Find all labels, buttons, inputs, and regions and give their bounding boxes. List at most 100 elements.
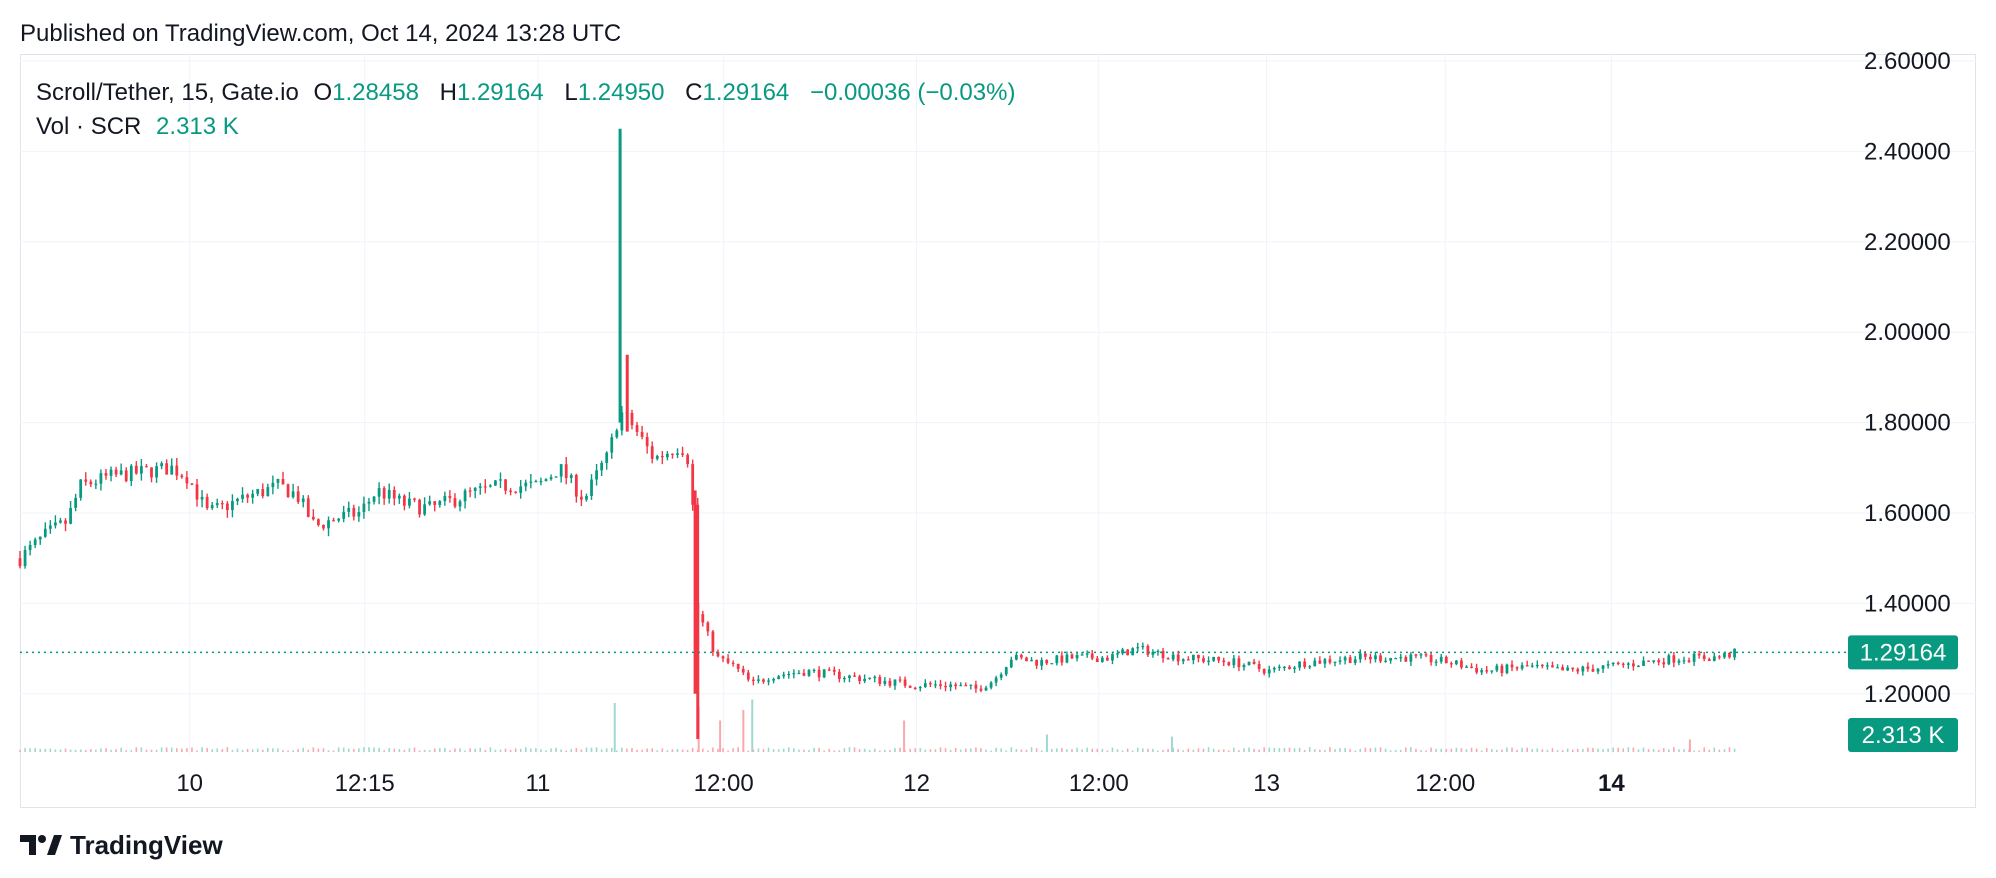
candle-body xyxy=(114,469,118,475)
volume-bar xyxy=(565,750,568,752)
candle-body xyxy=(949,684,953,688)
volume-bar xyxy=(277,748,279,752)
volume-bar xyxy=(1652,749,1655,752)
candle-body xyxy=(726,658,730,663)
volume-bar xyxy=(95,749,97,752)
candle-body xyxy=(969,684,973,686)
candle-body xyxy=(1672,655,1676,663)
candle-body xyxy=(276,478,280,483)
volume-bar xyxy=(803,749,805,752)
volume-bar xyxy=(1187,748,1190,752)
candle-body xyxy=(691,464,695,505)
volume-bar xyxy=(1379,747,1382,752)
candle-body xyxy=(848,675,851,679)
volume-bar xyxy=(524,747,527,752)
volume-bar xyxy=(1678,749,1680,752)
volume-bar xyxy=(767,747,770,752)
volume-bar xyxy=(707,750,709,752)
volume-bar xyxy=(793,748,795,752)
volume-bar xyxy=(838,750,841,752)
volume-bar xyxy=(666,750,669,752)
volume-bar xyxy=(1597,748,1599,752)
volume-bar xyxy=(363,747,365,752)
candle-body xyxy=(1075,655,1079,659)
high-label: H xyxy=(439,79,457,106)
volume-bar xyxy=(722,748,724,752)
volume-spike xyxy=(1045,734,1048,752)
volume-bar xyxy=(691,747,694,752)
volume-bar xyxy=(990,750,992,752)
candle-body xyxy=(1697,653,1701,656)
volume-bar xyxy=(1263,747,1265,752)
candle-body xyxy=(377,488,381,497)
volume-bar xyxy=(605,748,608,752)
volume-bar xyxy=(1091,748,1094,752)
volume-bar xyxy=(823,750,825,752)
volume-value: 2.313 K xyxy=(156,113,239,140)
candle-body xyxy=(913,687,917,690)
volume-bar xyxy=(661,748,664,752)
volume-bar xyxy=(1061,748,1063,752)
candle-body xyxy=(1616,662,1620,664)
x-tick-label: 13 xyxy=(1253,770,1280,797)
candle-body xyxy=(585,495,588,500)
candle-body xyxy=(721,656,725,659)
candle-body xyxy=(1070,654,1074,659)
candle-body xyxy=(1227,662,1231,666)
volume-bar xyxy=(545,750,547,752)
volume-bar xyxy=(681,749,684,752)
volume-bar xyxy=(1157,750,1159,752)
volume-bar xyxy=(1521,747,1523,752)
candle-body xyxy=(483,486,487,488)
candle-body xyxy=(999,674,1003,678)
volume-bar xyxy=(469,748,471,752)
volume-layer xyxy=(19,699,1736,752)
symbol-label[interactable]: Scroll/Tether, 15, Gate.io xyxy=(36,79,299,106)
candle-body xyxy=(362,503,366,513)
candle-body xyxy=(1687,660,1691,662)
volume-bar xyxy=(975,747,977,752)
candle-body xyxy=(352,507,356,517)
published-caption: Published on TradingView.com, Oct 14, 20… xyxy=(20,20,622,47)
volume-bar xyxy=(499,749,502,752)
volume-bar xyxy=(904,750,906,752)
volume-label[interactable]: Vol · SCR xyxy=(36,113,142,140)
candle-body xyxy=(1202,658,1205,662)
volume-bar xyxy=(1329,747,1331,752)
candle-body xyxy=(1095,658,1099,663)
candle-body xyxy=(1090,653,1094,659)
candle-body xyxy=(1197,654,1200,659)
chart-frame[interactable] xyxy=(20,54,1976,808)
volume-bar xyxy=(484,749,487,752)
volume-bar xyxy=(64,748,67,752)
volume-bar xyxy=(1025,749,1028,752)
candle-body xyxy=(1121,649,1124,654)
candle-body xyxy=(888,680,892,686)
candle-body xyxy=(215,503,219,506)
candle-body xyxy=(676,453,679,455)
candle-body xyxy=(524,482,528,487)
candle-body xyxy=(559,464,563,477)
tradingview-brand[interactable]: TradingView xyxy=(20,828,223,862)
x-tick-label: 12:00 xyxy=(1069,770,1129,797)
candle-body xyxy=(1490,670,1494,672)
candle-body xyxy=(903,679,907,686)
candle-body xyxy=(549,477,553,480)
candle-body xyxy=(711,631,715,653)
volume-bar xyxy=(828,748,831,752)
candle-body xyxy=(337,518,341,521)
volume-bar xyxy=(337,747,340,752)
candle-body xyxy=(797,672,801,675)
volume-bar xyxy=(1698,750,1700,752)
change-value: −0.00036 (−0.03%) xyxy=(809,79,1016,106)
candle-body xyxy=(48,525,52,529)
volume-bar xyxy=(1217,749,1220,752)
volume-bar xyxy=(1470,747,1473,752)
volume-bar xyxy=(873,748,876,752)
candle-body xyxy=(1025,657,1028,662)
volume-bar xyxy=(226,747,229,752)
volume-bar xyxy=(530,748,532,752)
volume-bar xyxy=(1637,749,1640,752)
volume-bar xyxy=(1278,748,1281,752)
